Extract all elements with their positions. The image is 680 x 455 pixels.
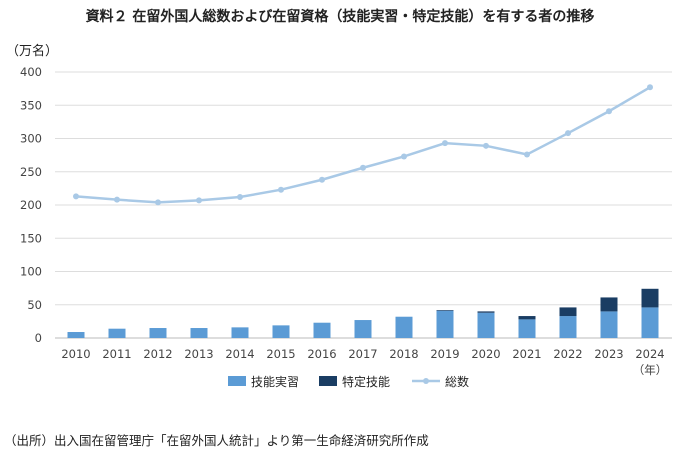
y-tick-label: 100 xyxy=(20,265,42,279)
point-total xyxy=(606,108,612,115)
x-tick-label: 2018 xyxy=(389,347,418,361)
point-total xyxy=(155,199,161,206)
x-tick-label: 2019 xyxy=(430,347,459,361)
point-total xyxy=(565,130,571,137)
bar-ginou-jisshu xyxy=(518,319,536,338)
legend-label-total: 総数 xyxy=(445,374,469,389)
bar-ginou-jisshu xyxy=(600,311,618,338)
bar-ginou-jisshu xyxy=(395,316,413,338)
x-tick-label: 2012 xyxy=(143,347,172,361)
y-tick-label: 350 xyxy=(20,98,42,112)
bar-ginou-jisshu xyxy=(477,312,495,338)
bar-ginou-jisshu xyxy=(436,310,454,338)
bar-ginou-jisshu xyxy=(190,328,208,338)
x-tick-label: 2024 xyxy=(635,347,664,361)
x-tick-label: 2014 xyxy=(225,347,254,361)
y-tick-label: 250 xyxy=(20,165,42,179)
x-tick-label: 2015 xyxy=(266,347,295,361)
point-total xyxy=(196,197,202,204)
legend-label-tokutei-ginou: 特定技能 xyxy=(342,374,390,389)
bar-ginou-jisshu xyxy=(231,327,249,338)
x-tick-label: 2023 xyxy=(594,347,623,361)
legend-swatch-ginou-jisshu xyxy=(228,376,246,386)
x-tick-label: 2016 xyxy=(307,347,336,361)
legend-marker-total xyxy=(423,378,429,384)
legend-swatch-tokutei-ginou xyxy=(319,376,337,386)
y-tick-label: 400 xyxy=(20,65,42,79)
point-total xyxy=(360,164,366,171)
point-total xyxy=(401,153,407,160)
bar-tokutei-ginou xyxy=(518,316,536,320)
x-tick-label: 2010 xyxy=(61,347,90,361)
bar-tokutei-ginou xyxy=(477,311,495,313)
bar-tokutei-ginou xyxy=(600,297,618,312)
x-tick-label: 2020 xyxy=(471,347,500,361)
legend-label-ginou-jisshu: 技能実習 xyxy=(251,374,299,389)
x-tick-label: 2021 xyxy=(512,347,541,361)
bar-ginou-jisshu xyxy=(67,332,85,338)
y-axis-unit: （万名） xyxy=(6,44,59,59)
bar-ginou-jisshu xyxy=(149,328,167,338)
point-total xyxy=(73,193,79,200)
bar-tokutei-ginou xyxy=(559,307,577,317)
point-total xyxy=(319,176,325,183)
point-total xyxy=(278,186,284,193)
line-total xyxy=(75,86,651,204)
bar-ginou-jisshu xyxy=(641,307,659,338)
point-total xyxy=(442,140,448,147)
bar-tokutei-ginou xyxy=(641,288,659,308)
x-tick-label: 2017 xyxy=(348,347,377,361)
point-total xyxy=(114,196,120,203)
bar-ginou-jisshu xyxy=(108,328,126,338)
y-tick-label: 0 xyxy=(35,331,42,345)
chart-title: 資料２ 在留外国人総数および在留資格（技能実習・特定技能）を有する者の推移 xyxy=(85,9,595,25)
bar-ginou-jisshu xyxy=(313,322,331,338)
x-tick-label: 2013 xyxy=(184,347,213,361)
x-tick-label: 2022 xyxy=(553,347,582,361)
y-tick-label: 300 xyxy=(20,132,42,146)
point-total xyxy=(483,142,489,149)
y-tick-label: 200 xyxy=(20,198,42,212)
bar-ginou-jisshu xyxy=(272,325,290,338)
point-total xyxy=(647,84,653,91)
bar-tokutei-ginou xyxy=(436,310,454,311)
source-note: （出所）出入国在留管理庁「在留外国人統計」より第一生命経済研究所作成 xyxy=(4,433,429,448)
bar-ginou-jisshu xyxy=(354,320,372,338)
point-total xyxy=(524,151,530,158)
bar-ginou-jisshu xyxy=(559,316,577,338)
y-tick-label: 150 xyxy=(20,231,42,245)
y-tick-label: 50 xyxy=(27,298,42,312)
point-total xyxy=(237,194,243,201)
x-tick-label: 2011 xyxy=(102,347,131,361)
x-axis-unit: （年） xyxy=(633,363,668,377)
